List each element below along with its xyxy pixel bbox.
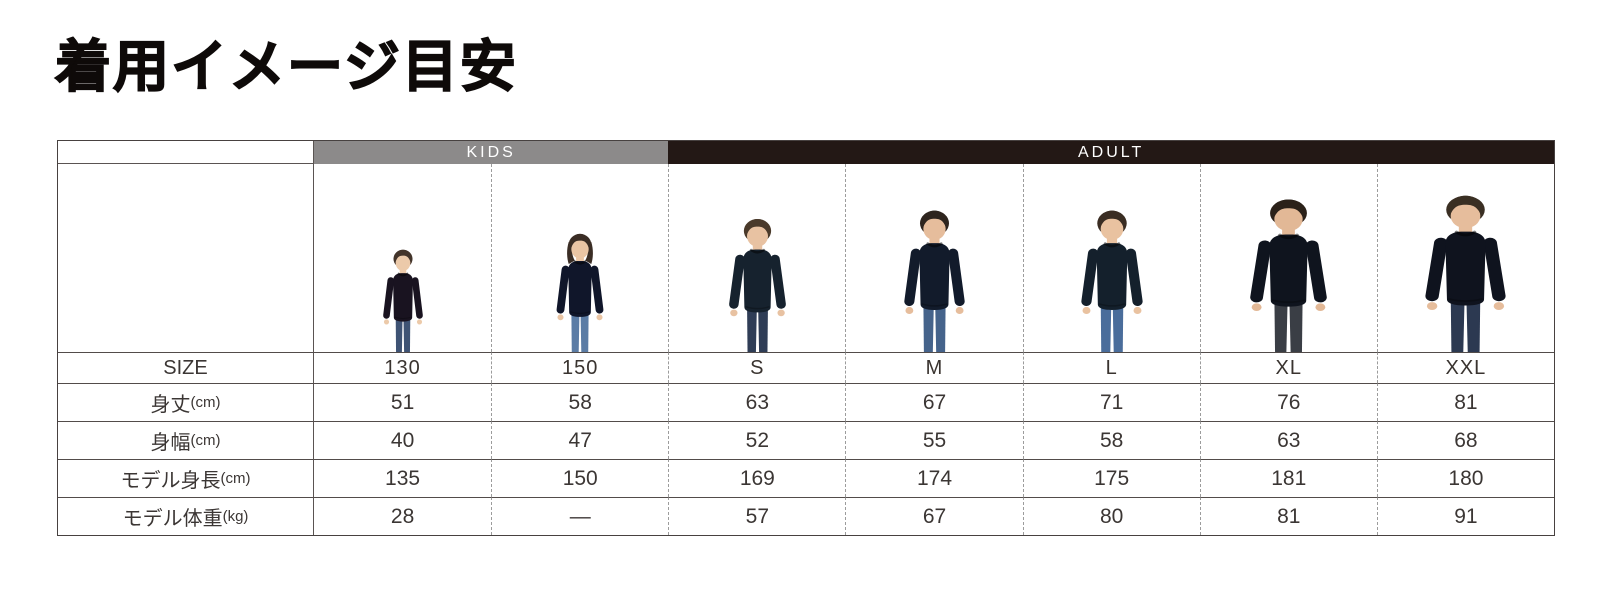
value-150-row4: — <box>491 497 669 535</box>
model-photo-150 <box>491 164 668 352</box>
header-empty-cell <box>58 141 314 164</box>
value-L-row2: 58 <box>1022 421 1200 459</box>
value-130-row1: 51 <box>314 383 492 421</box>
row-label-unit: (cm) <box>190 394 221 411</box>
model-photo-XL <box>1199 164 1377 352</box>
row-label-text: モデル体重 <box>122 508 223 530</box>
size-cell-XL: XL <box>1199 352 1377 383</box>
row-label-unit: (kg) <box>222 508 249 525</box>
model-figure <box>728 219 786 352</box>
model-figure <box>904 210 965 352</box>
size-cell-130: 130 <box>314 352 492 383</box>
size-cell-150: 150 <box>491 352 669 383</box>
value-XL-row3: 181 <box>1199 459 1377 497</box>
value-XXL-row2: 68 <box>1376 421 1554 459</box>
model-figure <box>1080 210 1143 352</box>
model-figure <box>556 233 604 352</box>
photo-empty-cell <box>58 164 314 352</box>
value-L-row1: 71 <box>1022 383 1200 421</box>
row-label-4: モデル体重 (kg) <box>58 497 314 535</box>
row-label-text: SIZE <box>163 356 208 379</box>
value-XXL-row1: 81 <box>1376 383 1554 421</box>
model-figure <box>1250 199 1328 352</box>
value-L-row4: 80 <box>1022 497 1200 535</box>
row-label-text: モデル身長 <box>120 470 221 492</box>
size-cell-XXL: XXL <box>1376 352 1554 383</box>
row-label-unit: (cm) <box>190 432 221 449</box>
size-cell-S: S <box>668 352 846 383</box>
value-M-row2: 55 <box>845 421 1023 459</box>
size-cell-L: L <box>1022 352 1200 383</box>
page-title: 着用イメージ目安 <box>54 34 518 99</box>
model-photo-L <box>1022 164 1200 352</box>
value-XL-row1: 76 <box>1199 383 1377 421</box>
value-XXL-row3: 180 <box>1376 459 1554 497</box>
row-label-3: モデル身長 (cm) <box>58 459 314 497</box>
value-L-row3: 175 <box>1022 459 1200 497</box>
model-figure <box>382 249 423 352</box>
value-XL-row4: 81 <box>1199 497 1377 535</box>
row-label-unit: (cm) <box>220 470 251 487</box>
value-130-row3: 135 <box>314 459 492 497</box>
value-M-row4: 67 <box>845 497 1023 535</box>
model-photo-130 <box>314 164 491 352</box>
header-group-adult: ADULT <box>668 141 1554 164</box>
value-S-row3: 169 <box>668 459 846 497</box>
row-label-text: 身幅 <box>150 432 191 454</box>
value-130-row4: 28 <box>314 497 492 535</box>
value-150-row3: 150 <box>491 459 669 497</box>
row-label-text: 身丈 <box>150 394 191 416</box>
row-label-1: 身丈 (cm) <box>58 383 314 421</box>
value-S-row2: 52 <box>668 421 846 459</box>
model-photo-S <box>668 164 845 352</box>
model-figure <box>1425 195 1507 352</box>
value-XXL-row4: 91 <box>1376 497 1554 535</box>
value-M-row3: 174 <box>845 459 1023 497</box>
value-XL-row2: 63 <box>1199 421 1377 459</box>
value-150-row1: 58 <box>491 383 669 421</box>
size-chart-table: KIDS ADULT SIZE 130 150 S M L XL XXL 身丈 (cm) 51 58 63 6… <box>57 140 1555 536</box>
size-cell-M: M <box>845 352 1023 383</box>
value-150-row2: 47 <box>491 421 669 459</box>
header-group-kids: KIDS <box>314 141 669 164</box>
row-label-2: 身幅 (cm) <box>58 421 314 459</box>
row-label-size: SIZE <box>58 352 314 383</box>
value-S-row1: 63 <box>668 383 846 421</box>
value-S-row4: 57 <box>668 497 846 535</box>
model-photo-XXL <box>1376 164 1554 352</box>
value-130-row2: 40 <box>314 421 492 459</box>
model-photo-M <box>845 164 1022 352</box>
value-M-row1: 67 <box>845 383 1023 421</box>
